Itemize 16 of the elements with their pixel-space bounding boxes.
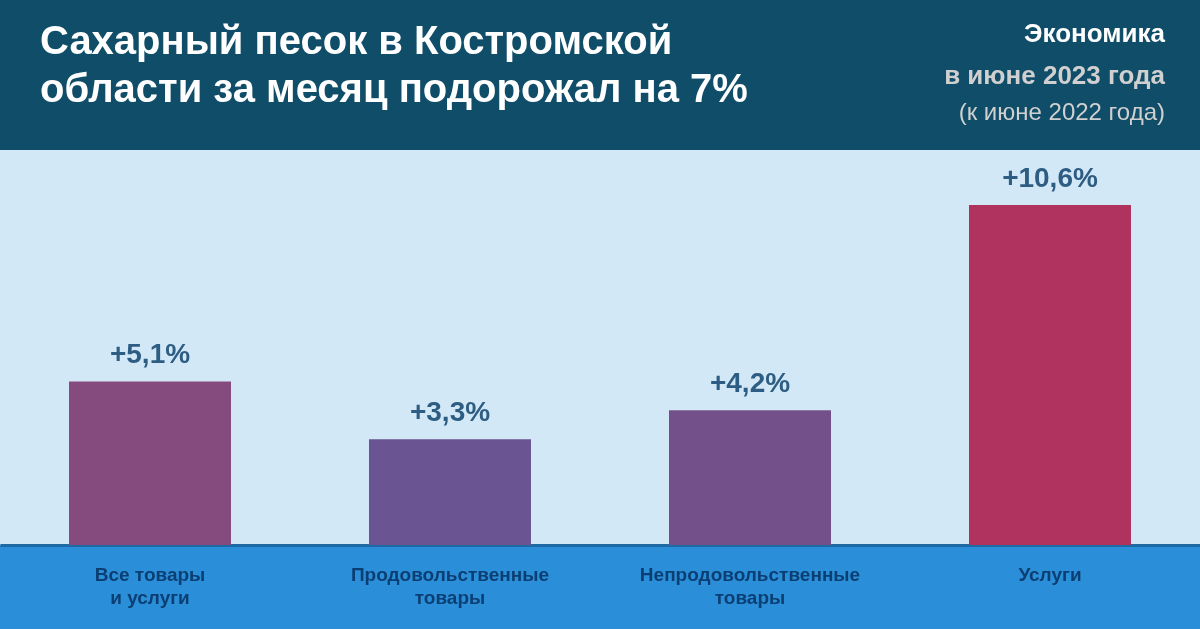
x-tick-label: Продовольственные товары <box>350 563 550 608</box>
bar <box>669 410 831 545</box>
data-label: +3,3% <box>409 396 491 428</box>
x-tick-label: Услуги <box>1018 563 1082 585</box>
text: (к июне 2022 года) <box>958 98 1165 125</box>
data-label: +4,2% <box>709 367 791 399</box>
x-tick-label: Все товары и услуги <box>94 563 206 608</box>
data-label: +10,6% <box>1002 162 1098 193</box>
chart-title: Сахарный песок в Костромской области за месяц подорожал на 7% <box>40 18 748 110</box>
bar <box>369 439 531 545</box>
data-label: +5,1% <box>109 338 191 370</box>
bar <box>69 381 231 545</box>
text: Экономика <box>1024 18 1166 48</box>
bar <box>969 205 1131 545</box>
x-tick-label: Непродовольственные товары <box>639 563 861 608</box>
chart-subtitle: в июне 2023 года <box>944 60 1166 90</box>
